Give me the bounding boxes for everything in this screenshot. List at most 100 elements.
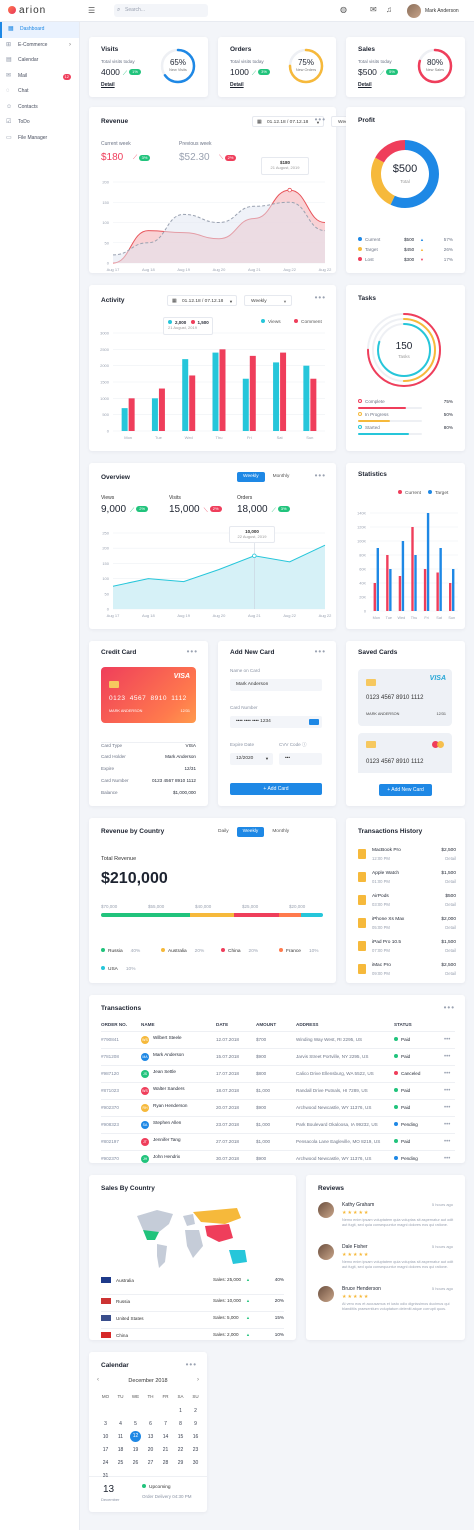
transactions-more-icon[interactable]: ••• <box>443 1003 455 1012</box>
calendar-more-icon[interactable]: ••• <box>185 1360 197 1369</box>
calendar-day[interactable]: 2 <box>194 1408 197 1414</box>
calendar-day[interactable]: 27 <box>147 1460 154 1466</box>
name-on-card-input[interactable]: Mark Anderson <box>230 679 322 691</box>
row-more-icon[interactable]: ••• <box>444 1047 455 1065</box>
history-item[interactable]: iPad Pro 10.5 07:00 PM $1,500 Detail <box>358 939 464 959</box>
search-input[interactable]: ⌕ Search... <box>114 4 208 17</box>
column-header[interactable]: NAME <box>141 1022 155 1028</box>
table-row[interactable]: #871023 WS Walter Sanders 18.07.2018 $1,000 R… <box>101 1081 455 1099</box>
calendar-day[interactable]: 23 <box>192 1447 199 1453</box>
row-more-icon[interactable]: ••• <box>444 1149 455 1167</box>
calendar-prev-icon[interactable]: ‹ <box>97 1377 99 1383</box>
column-header[interactable]: ADDRESS <box>296 1022 319 1028</box>
history-detail-link[interactable]: Detail <box>445 902 456 907</box>
calendar-day[interactable]: 26 <box>132 1460 139 1466</box>
kpi-detail-link[interactable]: Detail <box>358 82 372 88</box>
calendar-day[interactable]: 5 <box>134 1421 137 1427</box>
sidebar-item-calendar[interactable]: ▤ Calendar <box>0 53 79 69</box>
history-item[interactable]: iPhone Xs Max 05:00 PM $2,000 Detail <box>358 916 464 936</box>
tab-monthly[interactable]: Monthly <box>272 474 290 479</box>
cvv-input[interactable]: ••• <box>279 753 322 765</box>
mail-icon[interactable]: ✉ <box>370 5 377 14</box>
add-card-button[interactable]: + Add Card <box>230 783 322 795</box>
expire-date-select[interactable]: 12/2020 ▼ <box>230 753 273 765</box>
overview-more-icon[interactable]: ••• <box>314 471 326 480</box>
calendar-day[interactable]: 10 <box>102 1434 109 1440</box>
table-row[interactable]: #902370 RH Ryan Henderson 20.07.2018 $900 Arc… <box>101 1098 455 1116</box>
history-item[interactable]: AirPods 03:00 PM $500 Detail <box>358 893 464 913</box>
saved-card-mastercard[interactable]: 0123 4567 8910 1112 <box>358 733 452 773</box>
table-row[interactable]: #802197 JT Jennifer Tang 27.07.2018 $1,000 Pe… <box>101 1132 455 1150</box>
calendar-day[interactable]: 14 <box>162 1434 169 1440</box>
calendar-day[interactable]: 30 <box>192 1460 199 1466</box>
calendar-day[interactable]: 3 <box>104 1421 107 1427</box>
kpi-detail-link[interactable]: Detail <box>230 82 244 88</box>
calendar-day[interactable]: 7 <box>164 1421 167 1427</box>
history-detail-link[interactable]: Detail <box>445 948 456 953</box>
tab-weekly[interactable]: Weekly <box>236 827 265 837</box>
calendar-day[interactable]: 4 <box>119 1421 122 1427</box>
calendar-day[interactable]: 25 <box>117 1460 124 1466</box>
calendar-day[interactable]: 31 <box>102 1473 109 1479</box>
calendar-day[interactable]: 22 <box>177 1447 184 1453</box>
table-row[interactable]: #781208 MA Mark Anderson 15.07.2018 $900 Jarv… <box>101 1047 455 1065</box>
history-detail-link[interactable]: Detail <box>445 879 456 884</box>
history-detail-link[interactable]: Detail <box>445 856 456 861</box>
history-detail-link[interactable]: Detail <box>445 925 456 930</box>
calendar-day[interactable]: 21 <box>162 1447 169 1453</box>
calendar-day[interactable]: 29 <box>177 1460 184 1466</box>
calendar-day[interactable]: 13 <box>147 1434 154 1440</box>
history-item[interactable]: MacBook Pro 12:00 PM $2,500 Detail <box>358 847 464 867</box>
brand-logo[interactable]: arion <box>8 5 46 16</box>
row-more-icon[interactable]: ••• <box>444 1030 455 1048</box>
calendar-next-icon[interactable]: › <box>197 1377 199 1383</box>
saved-card-visa[interactable]: VISA 0123 4567 8910 1112 MARK ANDERSON 1… <box>358 669 452 726</box>
activity-date-range[interactable]: ▦ 01.12.18 / 07.12.18 ▼ <box>167 295 237 306</box>
card-number-input[interactable]: •••• •••• •••• 1234 <box>230 716 322 728</box>
calendar-day[interactable]: 8 <box>179 1421 182 1427</box>
calendar-today[interactable]: 12 <box>130 1431 141 1442</box>
language-globe-icon[interactable]: ◍ <box>340 5 347 14</box>
table-row[interactable]: #987120 JS Jean Settle 17.07.2018 $800 Calico… <box>101 1064 455 1082</box>
calendar-day[interactable]: 17 <box>102 1447 109 1453</box>
bell-icon[interactable]: ♫ <box>386 5 392 14</box>
row-more-icon[interactable]: ••• <box>444 1115 455 1133</box>
column-header[interactable]: ORDER NO. <box>101 1022 128 1028</box>
activity-period-select[interactable]: Weekly ▼ <box>244 295 292 306</box>
column-header[interactable]: STATUS <box>394 1022 412 1028</box>
sidebar-item-contacts[interactable]: ☺ Contacts <box>0 100 79 116</box>
history-detail-link[interactable]: Detail <box>445 971 456 976</box>
add-card-more-icon[interactable]: ••• <box>314 647 326 656</box>
calendar-day[interactable]: 9 <box>194 1421 197 1427</box>
tab-weekly[interactable]: Weekly <box>237 472 265 482</box>
menu-toggle-icon[interactable]: ☰ <box>88 6 96 15</box>
credit-card-more-icon[interactable]: ••• <box>186 647 198 656</box>
history-item[interactable]: iMac Pro 09:00 PM $2,500 Detail <box>358 962 464 982</box>
sidebar-item-mail[interactable]: ✉ Mail 12 <box>0 69 79 85</box>
calendar-day[interactable]: 18 <box>117 1447 124 1453</box>
calendar-day[interactable]: 11 <box>117 1434 124 1440</box>
calendar-day[interactable]: 1 <box>179 1408 182 1414</box>
row-more-icon[interactable]: ••• <box>444 1081 455 1099</box>
calendar-day[interactable]: 19 <box>132 1447 139 1453</box>
sidebar-item-dashboard[interactable]: ▦ Dashboard <box>0 22 79 38</box>
table-row[interactable]: #902370 JH John Hendrix 30.07.2018 $900 Archw… <box>101 1149 455 1167</box>
calendar-day[interactable]: 24 <box>102 1460 109 1466</box>
history-item[interactable]: Apple Watch 01:00 PM $1,500 Detail <box>358 870 464 890</box>
calendar-day[interactable]: 28 <box>162 1460 169 1466</box>
sidebar-item-chat[interactable]: ◌ Chat <box>0 84 79 100</box>
column-header[interactable]: DATE <box>216 1022 229 1028</box>
sidebar-item-file-manager[interactable]: ▭ File Manager <box>0 131 79 147</box>
row-more-icon[interactable]: ••• <box>444 1132 455 1150</box>
calendar-day[interactable]: 6 <box>149 1421 152 1427</box>
table-row[interactable]: #790841 WS Wilbert Steele 12.07.2018 $700 Win… <box>101 1030 455 1048</box>
calendar-day[interactable]: 16 <box>192 1434 199 1440</box>
revenue-more-icon[interactable]: ••• <box>314 115 326 124</box>
add-new-card-button[interactable]: + Add New Card <box>379 784 432 796</box>
row-more-icon[interactable]: ••• <box>444 1098 455 1116</box>
user-name[interactable]: Mark Anderson <box>425 8 459 14</box>
activity-more-icon[interactable]: ••• <box>314 293 326 302</box>
sidebar-item-todo[interactable]: ☑ ToDo <box>0 115 79 131</box>
table-row[interactable]: #908323 SA Stephen Allen 23.07.2018 $1,000 Pa… <box>101 1115 455 1133</box>
revenue-date-range[interactable]: ▦ 01.12.18 / 07.12.18 ▼ <box>252 116 324 127</box>
